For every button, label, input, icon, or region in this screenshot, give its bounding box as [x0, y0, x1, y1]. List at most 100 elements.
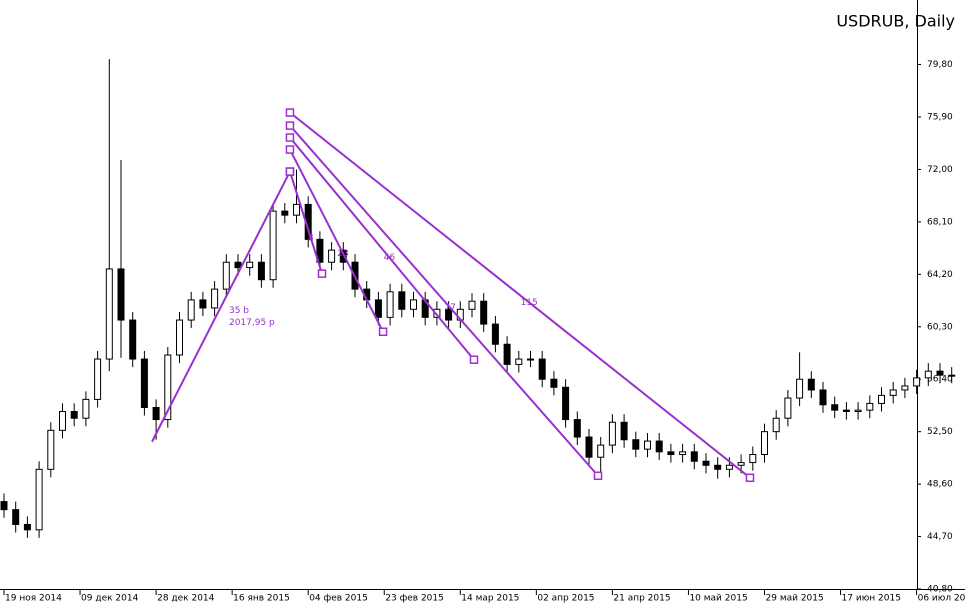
candle-body: [234, 261, 242, 269]
annotation-square: [378, 327, 388, 336]
candle-body: [281, 210, 289, 216]
candle-body: [152, 406, 160, 421]
candle-body: [784, 397, 792, 419]
candle-body: [597, 444, 605, 458]
candle-body: [105, 268, 113, 360]
y-tick-label: 48,60: [927, 480, 953, 490]
candle-body: [819, 389, 827, 406]
annotation-label: 115: [521, 298, 538, 308]
annotation-square: [593, 471, 603, 481]
y-tick-label: 52,50: [927, 427, 953, 437]
annotation-line: [288, 171, 323, 274]
candle-body: [140, 358, 148, 408]
candle-body: [913, 377, 921, 387]
candle-body: [714, 464, 722, 470]
candle-body: [386, 291, 394, 318]
candle-body: [842, 409, 850, 412]
candle-body: [468, 300, 476, 310]
y-tick-label: 75,90: [927, 112, 953, 122]
annotation-label: 8: [308, 233, 314, 243]
candle-body: [878, 394, 885, 404]
candle-body: [550, 378, 558, 388]
candle-body: [527, 358, 534, 361]
candle-body: [211, 288, 219, 309]
candle-body: [725, 464, 733, 470]
y-tick-label: 40,80: [927, 585, 953, 595]
candle-body: [901, 385, 909, 391]
candle-body: [679, 451, 687, 456]
candle-body: [585, 436, 593, 458]
x-tick-label: 29 май 2015: [766, 594, 824, 604]
annotation-square: [285, 133, 295, 142]
candle-body: [608, 421, 616, 446]
candle-body: [772, 417, 780, 433]
candle-body: [538, 358, 546, 380]
candle-body: [269, 210, 277, 281]
candle-body: [796, 378, 804, 399]
candle-body: [854, 409, 862, 412]
candle-body: [94, 358, 102, 400]
x-tick-label: 02 апр 2015: [537, 594, 594, 604]
candle-body: [749, 454, 757, 464]
candle-body: [246, 261, 254, 269]
candle-body: [667, 451, 675, 456]
annotation-line: [289, 111, 751, 479]
candle-body: [129, 319, 137, 360]
annotation-line: [289, 136, 475, 361]
candle-body: [59, 410, 66, 431]
x-tick-label: 23 фев 2015: [385, 594, 444, 604]
candle-body: [410, 299, 417, 310]
candle-body: [702, 460, 710, 466]
x-tick-label: 06 июл 20: [918, 594, 965, 604]
x-tick-label: 21 апр 2015: [613, 594, 670, 604]
candle-body: [47, 429, 55, 470]
candle-body: [831, 404, 839, 411]
candle-body: [655, 440, 663, 453]
candle-body: [433, 308, 441, 318]
annotation-label: 23: [337, 249, 348, 259]
x-tick-label: 04 фев 2015: [309, 594, 368, 604]
candle-body: [491, 323, 499, 345]
candle-body: [936, 370, 944, 376]
y-tick-label: 68,10: [927, 217, 953, 227]
candle-body: [398, 291, 406, 310]
candle-body: [187, 299, 195, 321]
annotation-square: [285, 145, 295, 154]
annotation-label: 35 b: [229, 306, 249, 316]
candle-body: [761, 431, 768, 456]
annotation-square: [285, 121, 295, 130]
x-tick-label: 10 май 2015: [689, 594, 747, 604]
candle-body: [257, 261, 265, 281]
candle-body: [117, 268, 125, 321]
candle-body: [199, 299, 207, 309]
candle-body: [480, 300, 488, 325]
candle-body: [889, 389, 897, 396]
candle-body: [562, 386, 570, 421]
candle-body: [807, 378, 815, 391]
annotation-square: [469, 355, 479, 364]
candle-body: [316, 238, 324, 263]
annotation-label: 77: [444, 303, 455, 313]
annotation-line: [151, 171, 291, 443]
annotation-label: 2017,95 р: [229, 318, 275, 328]
candle-body: [503, 343, 511, 365]
candle-body: [35, 468, 43, 531]
candle-body: [573, 419, 581, 438]
candle-body: [12, 509, 20, 525]
candle-body: [620, 421, 628, 441]
candle-body: [445, 308, 453, 321]
x-tick-label: 16 янв 2015: [233, 594, 290, 604]
x-tick-label: 28 дек 2014: [157, 594, 215, 604]
candle-body: [70, 410, 78, 419]
y-tick-label: 79,80: [927, 60, 953, 70]
candle-body: [515, 358, 523, 365]
candle-body: [23, 523, 31, 531]
annotation-line: [289, 124, 599, 477]
chart-title: USDRUB, Daily: [836, 12, 955, 31]
annotation-label: 46: [384, 253, 396, 263]
annotation-square: [285, 167, 295, 176]
candle-body: [222, 261, 230, 290]
candle-body: [866, 402, 874, 411]
y-tick-label: 60,30: [927, 322, 953, 332]
